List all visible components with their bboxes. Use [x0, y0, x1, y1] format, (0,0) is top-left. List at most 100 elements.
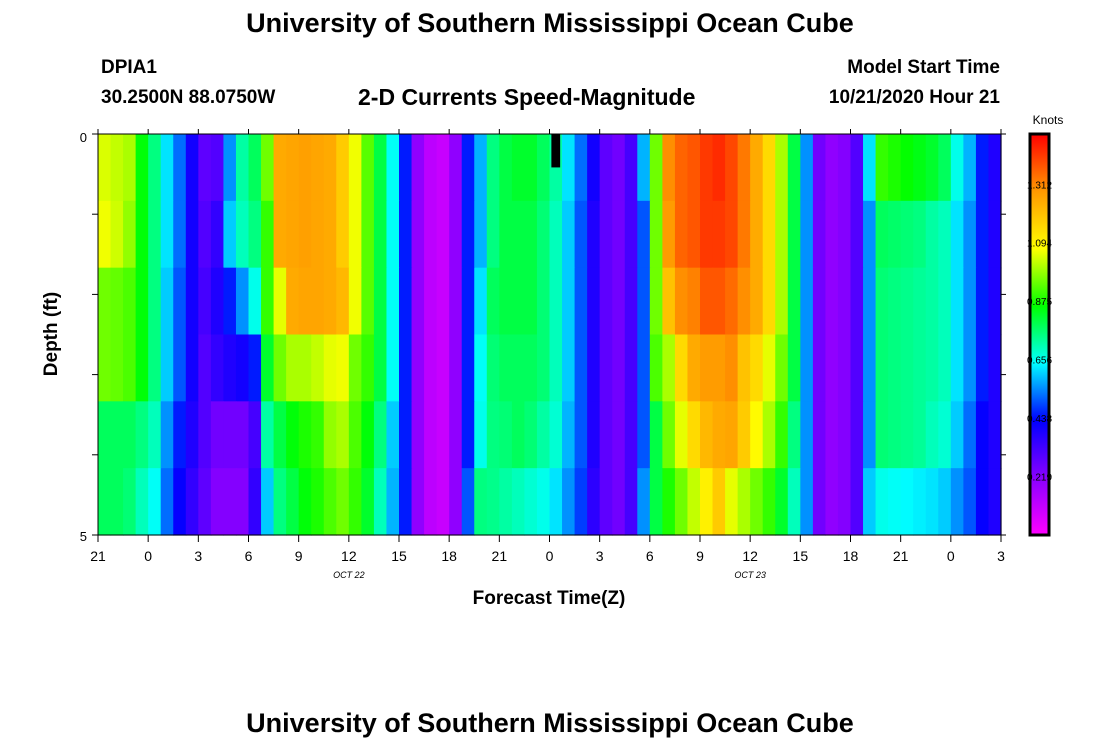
- heatmap-cell: [135, 468, 149, 536]
- heatmap-cell: [273, 468, 287, 536]
- heatmap-cell: [386, 334, 400, 402]
- heatmap-cell: [888, 267, 902, 336]
- heatmap-cell: [775, 401, 789, 469]
- heatmap-cell: [574, 200, 588, 269]
- heatmap-cell: [762, 334, 776, 402]
- heatmap-cell: [386, 200, 400, 269]
- heatmap-cell: [925, 267, 939, 336]
- heatmap-cell: [160, 334, 174, 402]
- heatmap-cell: [461, 334, 475, 402]
- heatmap-cell: [499, 200, 513, 269]
- heatmap-cell: [963, 200, 977, 269]
- heatmap-cell: [863, 334, 877, 402]
- x-tick-label: 12: [742, 548, 758, 564]
- heatmap-cell: [825, 468, 839, 536]
- heatmap-cell: [411, 401, 425, 469]
- heatmap-cell: [449, 401, 463, 469]
- heatmap-cell: [612, 134, 626, 202]
- heatmap-cell: [399, 334, 413, 402]
- heatmap-cell: [875, 200, 889, 269]
- heatmap-cell: [950, 267, 964, 336]
- heatmap-cell: [198, 468, 212, 536]
- heatmap-cell: [323, 468, 337, 536]
- heatmap-cell: [273, 134, 287, 202]
- heatmap-cell: [750, 267, 764, 336]
- heatmap-cell: [248, 200, 262, 269]
- x-tick-label: 6: [646, 548, 654, 564]
- heatmap-cell: [348, 134, 362, 202]
- heatmap-cell: [975, 267, 990, 336]
- y-axis: 0 5: [80, 130, 1006, 544]
- heatmap-cell: [812, 334, 827, 402]
- heatmap-cell: [812, 267, 827, 336]
- heatmap-cell: [148, 134, 162, 202]
- heatmap-cell: [424, 134, 438, 202]
- heatmap-cell: [812, 134, 827, 202]
- heatmap-cell: [963, 468, 977, 536]
- heatmap-cell: [913, 267, 927, 336]
- heatmap-cell: [850, 200, 864, 269]
- heatmap-cell: [850, 468, 864, 536]
- heatmap-cell: [649, 200, 663, 269]
- heatmap-cell: [235, 468, 250, 536]
- heatmap-cell: [612, 200, 626, 269]
- heatmap-cell: [762, 468, 776, 536]
- heatmap-cell: [361, 334, 375, 402]
- heatmap-cell: [988, 401, 1002, 469]
- heatmap-cell: [825, 200, 839, 269]
- heatmap-cell: [800, 334, 814, 402]
- heatmap-cell: [223, 334, 237, 402]
- heatmap-cell: [712, 200, 726, 269]
- heatmap-cell: [762, 134, 776, 202]
- heatmap-cell: [474, 267, 488, 336]
- heatmap-cell: [261, 468, 275, 536]
- heatmap-cell: [850, 267, 864, 336]
- heatmap-cell: [737, 334, 751, 402]
- heatmap-cell: [235, 401, 250, 469]
- heatmap-cell: [298, 267, 312, 336]
- date-label: OCT 23: [734, 570, 766, 580]
- heatmap-cell: [850, 134, 864, 202]
- heatmap-cell: [787, 134, 801, 202]
- x-tick-label: 3: [194, 548, 202, 564]
- heatmap-cell: [687, 468, 701, 536]
- heatmap-cell: [637, 401, 651, 469]
- heatmap-cell: [975, 134, 990, 202]
- heatmap-cell: [662, 334, 676, 402]
- heatmap-cell: [98, 267, 112, 336]
- heatmap-cell: [386, 468, 400, 536]
- station-location: 30.2500N 88.0750W: [101, 87, 276, 108]
- heatmap-cell: [248, 468, 262, 536]
- heatmap-cell: [674, 134, 689, 202]
- heatmap-cell: [499, 334, 513, 402]
- heatmap-cell: [787, 267, 801, 336]
- heatmap-cell: [599, 267, 613, 336]
- heatmap-cell: [436, 401, 450, 469]
- heatmap-cell: [110, 468, 124, 536]
- heatmap-cell: [311, 200, 325, 269]
- heatmap-cell: [687, 334, 701, 402]
- heatmap-cell: [938, 334, 952, 402]
- heatmap-cell: [361, 200, 375, 269]
- heatmap-cell: [160, 267, 174, 336]
- heatmap-cell: [235, 134, 250, 202]
- heatmap-cell: [123, 401, 137, 469]
- model-start-value: 10/21/2020 Hour 21: [828, 87, 1000, 108]
- heatmap-cell: [148, 468, 162, 536]
- heatmap-cell: [386, 134, 400, 202]
- heatmap-cell: [549, 401, 563, 469]
- heatmap-cell: [925, 401, 939, 469]
- heatmap-cell: [587, 200, 601, 269]
- heatmap-cell: [323, 134, 337, 202]
- heatmap-cell: [574, 401, 588, 469]
- heatmap-cell: [750, 468, 764, 536]
- heatmap-cell: [963, 401, 977, 469]
- heatmap-cell: [524, 401, 538, 469]
- heatmap-cell: [938, 267, 952, 336]
- colorbar-tick-label: 0.438: [1027, 414, 1052, 425]
- heatmap-cell: [637, 267, 651, 336]
- heatmap-cell: [135, 267, 149, 336]
- heatmap-cell: [286, 334, 300, 402]
- heatmap-cell: [424, 267, 438, 336]
- heatmap-cell: [574, 468, 588, 536]
